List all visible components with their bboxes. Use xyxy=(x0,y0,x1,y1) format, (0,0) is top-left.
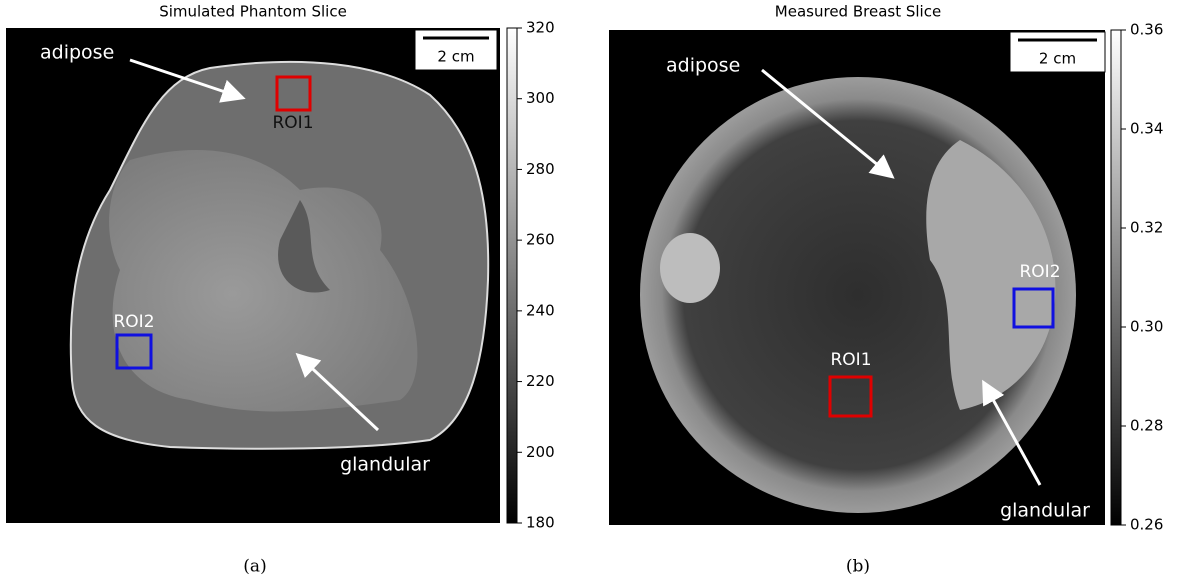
colorbar-tick-label: 0.34 xyxy=(1130,120,1163,138)
scale-bar-label: 2 cm xyxy=(437,48,474,66)
panel-title: Measured Breast Slice xyxy=(775,3,941,21)
roi-label: ROI1 xyxy=(830,350,871,370)
colorbar-tick-label: 200 xyxy=(526,443,555,461)
colorbar-tick-label: 180 xyxy=(526,514,555,532)
colorbar-tick-label: 240 xyxy=(526,301,555,319)
tissue-label: adipose xyxy=(666,55,740,77)
roi-label: ROI2 xyxy=(113,312,154,332)
roi-label: ROI1 xyxy=(272,113,313,133)
colorbar-tick-label: 280 xyxy=(526,160,555,178)
colorbar xyxy=(1111,30,1121,525)
colorbar-tick-label: 0.26 xyxy=(1130,516,1163,534)
colorbar-tick-label: 220 xyxy=(526,372,555,390)
colorbar-tick-label: 0.32 xyxy=(1130,219,1163,237)
panel-caption: (b) xyxy=(846,557,870,577)
tissue-label: adipose xyxy=(40,42,114,64)
figure: Simulated Phantom Slice (a) 2 cm ROI1 ROI2 ad… xyxy=(0,0,1189,585)
colorbar-tick-label: 0.36 xyxy=(1130,21,1163,39)
tissue-label: glandular xyxy=(1000,500,1090,522)
panel-caption: (a) xyxy=(243,557,266,577)
colorbar-tick-label: 0.28 xyxy=(1130,417,1163,435)
colorbar-tick-label: 320 xyxy=(526,19,555,37)
roi-label: ROI2 xyxy=(1019,262,1060,282)
panel-title: Simulated Phantom Slice xyxy=(159,3,347,21)
tissue-label: glandular xyxy=(340,454,430,476)
scale-bar-label: 2 cm xyxy=(1039,50,1076,68)
phantom-image xyxy=(6,28,500,523)
colorbar-tick-label: 300 xyxy=(526,89,555,107)
colorbar-tick-label: 0.30 xyxy=(1130,318,1163,336)
colorbar-tick-label: 260 xyxy=(526,231,555,249)
colorbar xyxy=(507,28,517,523)
